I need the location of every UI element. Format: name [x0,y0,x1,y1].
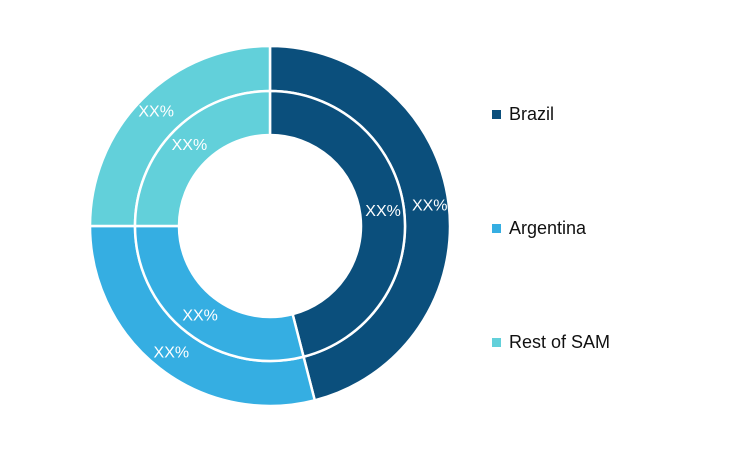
legend-label-brazil: Brazil [509,104,555,124]
legend-item-argentina: Argentina [492,218,586,239]
legend-swatch-brazil [492,110,501,119]
data-label-inner-brazil: XX% [365,203,401,220]
data-label-inner-rest-of-sam: XX% [172,137,208,154]
legend: Brazil Argentina Rest of SAM [492,0,732,451]
data-label-outer-brazil: XX% [412,197,448,214]
legend-label-rest-of-sam: Rest of SAM [509,332,611,352]
data-label-outer-rest-of-sam: XX% [138,104,174,121]
legend-item-rest-of-sam: Rest of SAM [492,332,610,353]
legend-label-argentina: Argentina [509,218,587,238]
slice-inner-argentina [133,224,306,363]
slice-inner-brazil [268,89,407,359]
legend-swatch-rest-of-sam [492,338,501,347]
slice-inner-rest-of-sam [133,89,272,228]
legend-item-brazil: Brazil [492,104,554,125]
data-label-inner-argentina: XX% [182,308,218,325]
legend-swatch-argentina [492,224,501,233]
data-label-outer-argentina: XX% [154,345,190,362]
